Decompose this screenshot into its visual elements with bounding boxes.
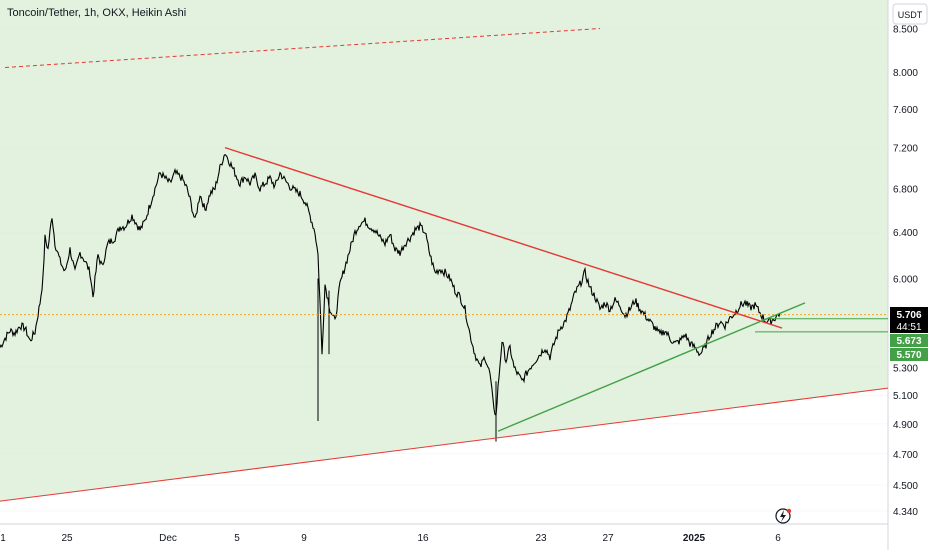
time-tick-label: 9 [301,533,307,544]
price-tick-label: 6.800 [893,185,918,196]
price-tick-label: 4.700 [893,450,918,461]
time-tick-label: 27 [602,533,614,544]
time-tick-label: Dec [159,533,177,544]
time-tick-label: 6 [775,533,781,544]
time-tick-label: 1 [0,533,6,544]
time-tick-label: 23 [535,533,547,544]
price-tick-label: 5.300 [893,364,918,375]
time-axis-ticks: 1 25 Dec 5 9 16 23 27 2025 6 [0,533,781,544]
trend-lines [0,27,889,502]
last-price-value: 5.706 [896,310,921,321]
level-tag-upper-value: 5.673 [896,336,921,347]
price-tick-label: 4.500 [893,481,918,492]
highlighted-zone [0,0,888,502]
resistance-line [224,146,783,329]
price-tick-label: 7.600 [893,105,918,116]
time-tick-label: 5 [234,533,240,544]
price-axis-ticks: 8.5008.0007.6007.2006.8006.4006.0005.700… [893,24,918,518]
price-tick-label: 6.000 [893,275,918,286]
price-tick-label: 8.000 [893,68,918,79]
price-tick-label: 6.400 [893,228,918,239]
candle-countdown: 44:51 [896,322,921,333]
chart-marks [0,28,888,512]
last-price-tag: 5.706 44:51 [890,307,928,333]
price-tick-label: 4.340 [893,507,918,518]
time-tick-label: 2025 [683,533,706,544]
time-tick-label: 25 [61,533,73,544]
channel-lower-line [0,387,889,502]
channel-upper-dashed-line [4,27,601,69]
time-tick-label: 16 [417,533,429,544]
price-series [0,153,781,417]
price-tick-label: 8.500 [893,24,918,35]
price-tick-label: 7.200 [893,144,918,155]
chart-title: Toncoin/Tether, 1h, OKX, Heikin Ashi [7,7,186,19]
price-tick-label: 5.100 [893,391,918,402]
level-tag-upper: 5.673 [890,334,928,347]
currency-button[interactable]: USDT [892,3,928,25]
support-line [497,302,806,432]
level-tag-lower-value: 5.570 [896,350,921,361]
level-tag-lower: 5.570 [890,348,928,361]
price-tick-label: 4.900 [893,420,918,431]
lightning-icon[interactable] [775,508,792,524]
currency-label: USDT [898,10,923,20]
